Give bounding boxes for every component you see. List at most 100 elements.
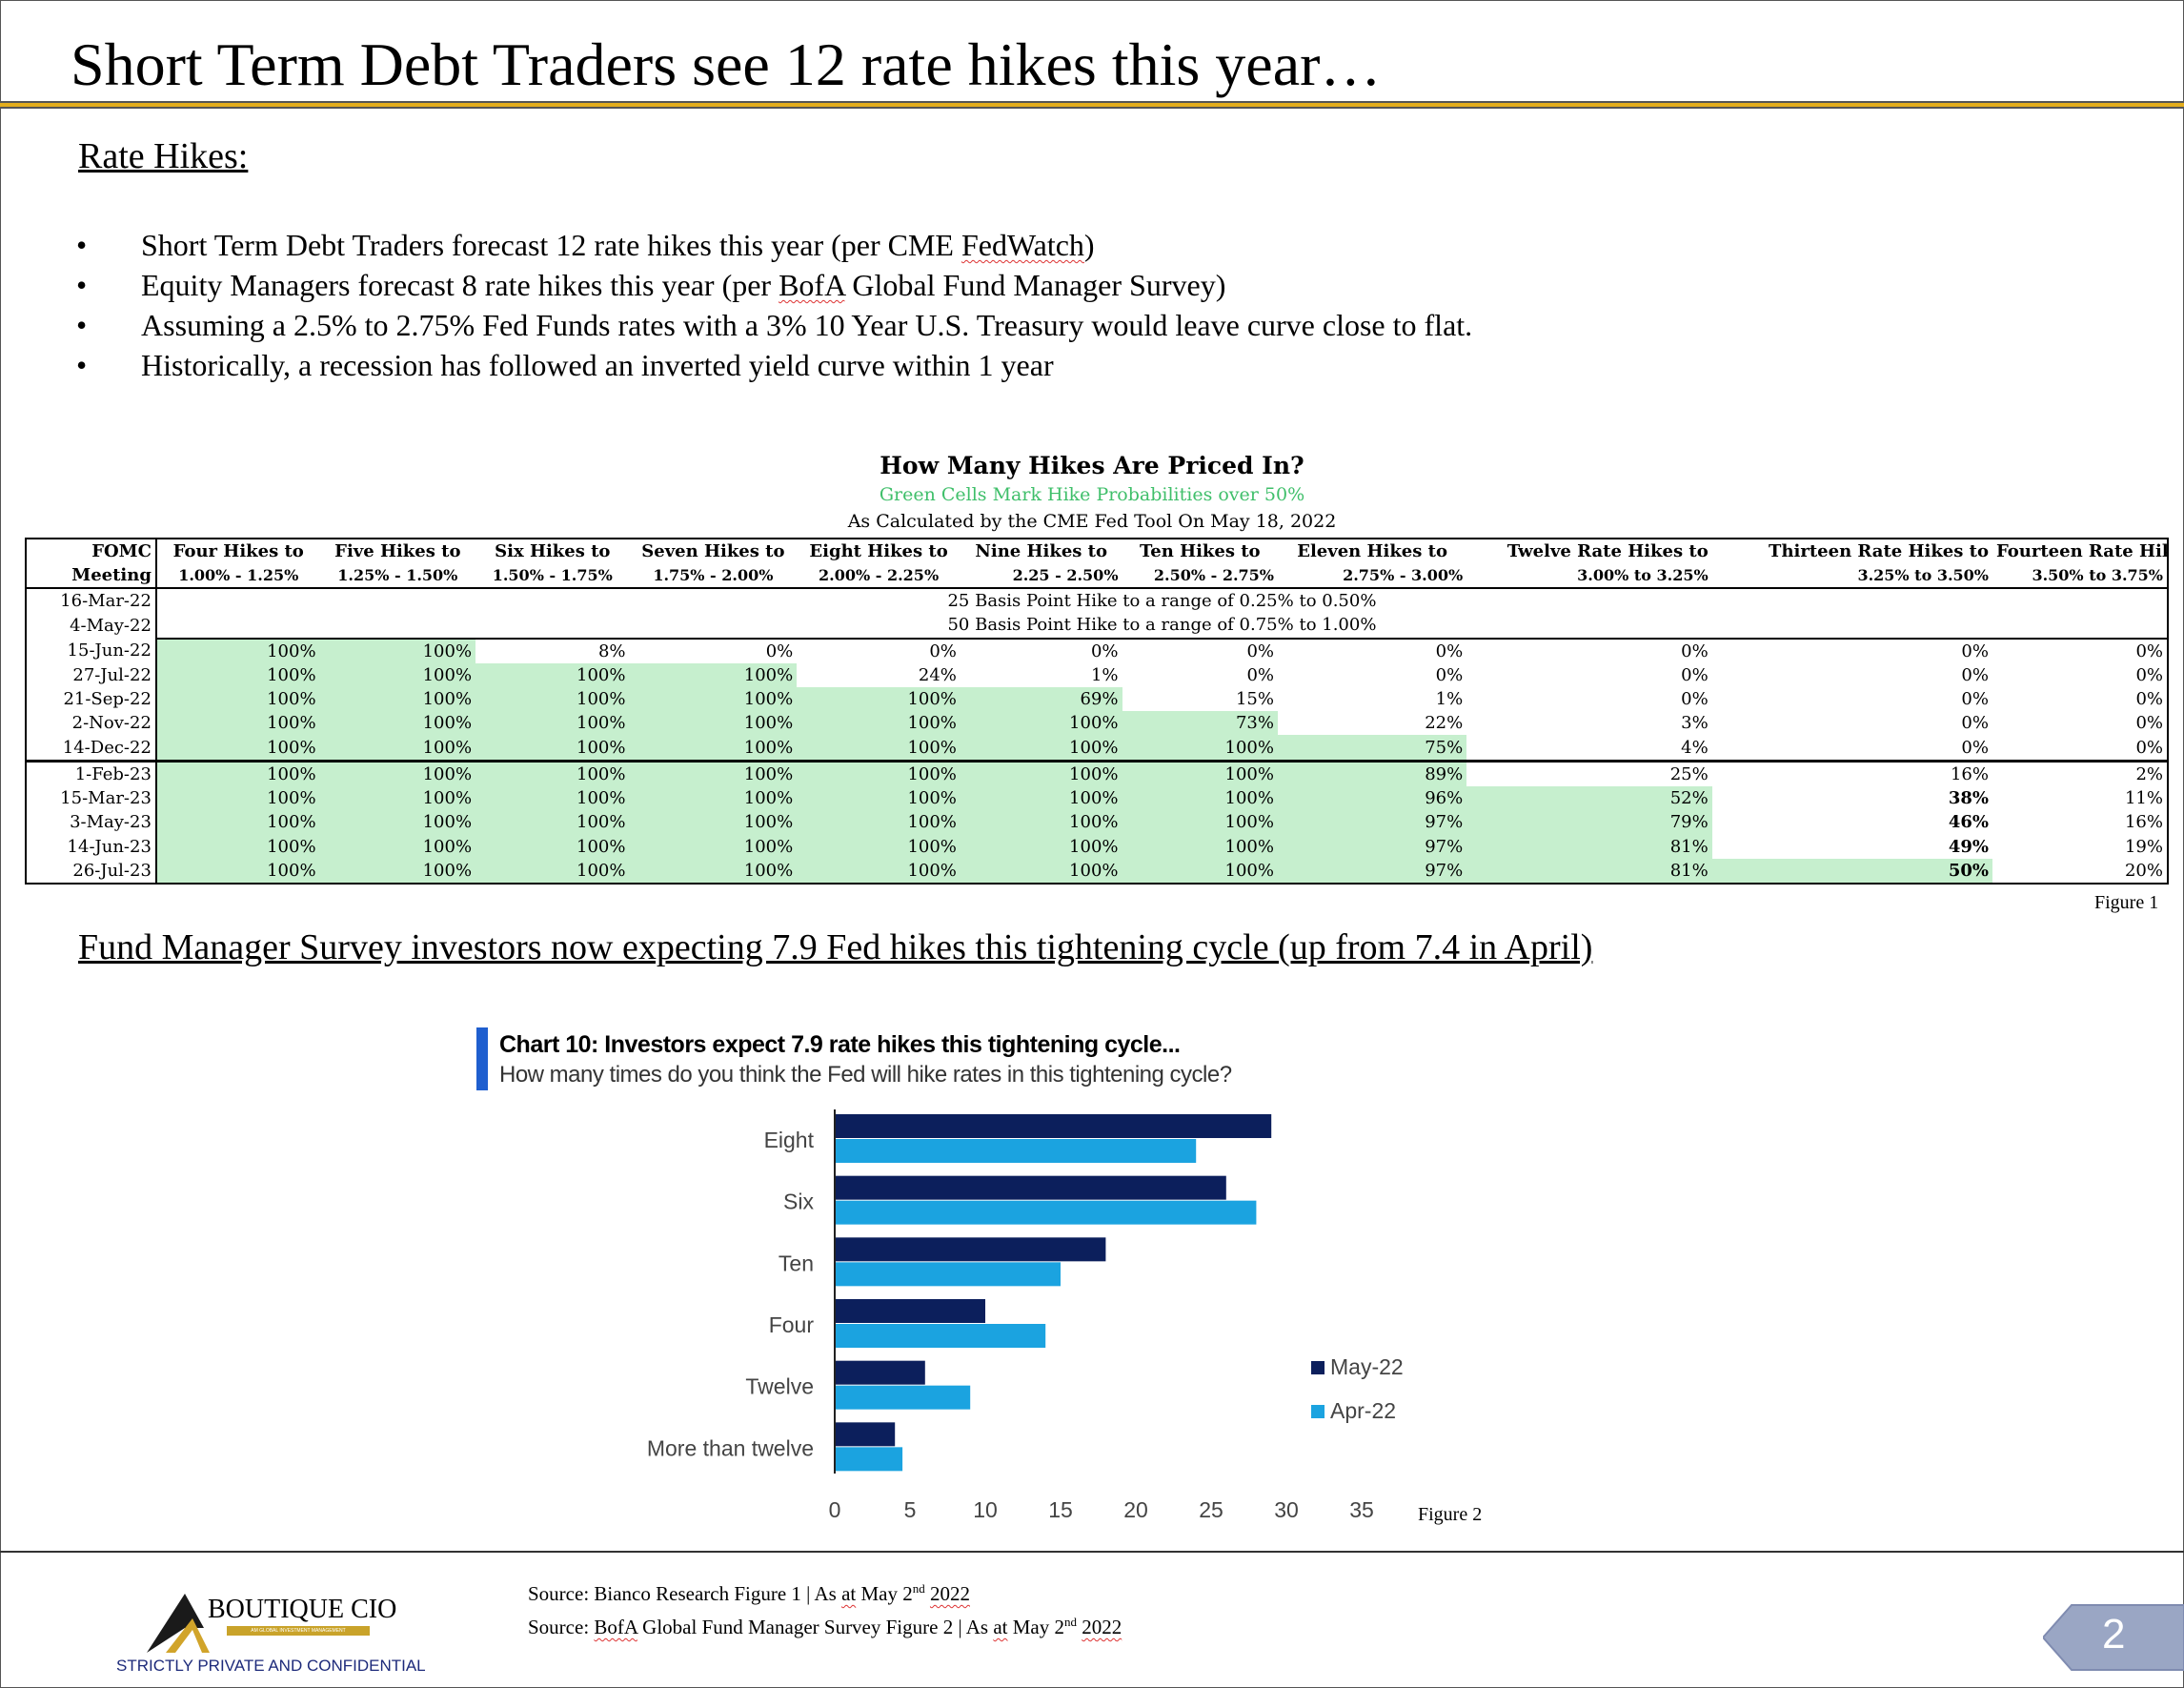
probability-cell: 100%	[155, 711, 320, 736]
probability-cell: 46%	[1948, 812, 1989, 833]
x-tick-label: 20	[1123, 1497, 1148, 1522]
probability-cell: 100%	[155, 785, 320, 811]
table-header-row: FOMC Four Hikes to Five Hikes to Six Hikes …	[25, 538, 2170, 563]
meeting-date: 3-May-23	[25, 810, 157, 835]
figure1-title: How Many Hikes Are Priced In?	[880, 452, 1304, 479]
bar-may-22	[835, 1422, 896, 1447]
category-label: Ten	[779, 1251, 814, 1275]
probability-cell: 100%	[1122, 834, 1278, 859]
probability-cell: 79%	[1466, 810, 1712, 835]
probability-cell: 100%	[155, 858, 320, 885]
bar-may-22	[835, 1114, 1272, 1138]
probability-cell: 100%	[475, 785, 630, 811]
probability-cell: 0%	[1246, 664, 1274, 685]
header-rate-range: 2.50% - 2.75%	[1122, 563, 1278, 589]
probability-cell: 0%	[1435, 641, 1464, 661]
probability-cell: 38%	[1948, 788, 1989, 809]
probability-cell: 52%	[1466, 785, 1712, 811]
meeting-date: 14-Dec-22	[25, 735, 157, 762]
meeting-date: 4-May-22	[25, 613, 157, 639]
header-rate-range: 2.00% - 2.25%	[797, 563, 961, 589]
probability-cell: 0%	[1435, 664, 1464, 685]
header-rate-range: 1.75% - 2.00%	[629, 563, 798, 589]
logo-tagline-strip: AM GLOBAL INVESTMENT MANAGEMENT	[227, 1626, 370, 1636]
meeting-date: 1-Feb-23	[25, 759, 157, 786]
probability-cell: 100%	[475, 686, 630, 712]
probability-cell: 100%	[475, 735, 630, 762]
page-number: 2	[2102, 1611, 2126, 1657]
probability-cell: 100%	[1122, 810, 1278, 835]
figure1-label: Figure 1	[2094, 892, 2159, 913]
bar-may-22	[835, 1237, 1106, 1262]
x-tick-label: 15	[1048, 1497, 1073, 1522]
meeting-date: 15-Mar-23	[25, 785, 157, 811]
meeting-outcome-note: 50 Basis Point Hike to a range of 0.75% …	[155, 613, 2170, 640]
header-hike-count: Ten Hikes to	[1122, 538, 1278, 563]
rate-hikes-heading: Rate Hikes:	[78, 136, 249, 176]
probability-cell: 100%	[319, 711, 476, 736]
meeting-row: 15-Jun-22 100% 100% 8% 0% 0% 0% 0% 0% 0% 0% 0%	[25, 638, 2170, 663]
bullet-item: • Historically, a recession has followed …	[76, 345, 1472, 385]
meeting-row: 15-Mar-23 100% 100% 100% 100% 100% 100% 100% 96%…	[25, 785, 2170, 811]
probability-cell: 1%	[1435, 689, 1464, 710]
probability-cell: 0%	[1090, 641, 1119, 661]
bar-apr-22	[835, 1324, 1046, 1348]
probability-cell: 100%	[475, 711, 630, 736]
probability-cell: 0%	[1992, 735, 2170, 762]
boutique-cio-logo-icon	[147, 1594, 210, 1653]
footer-divider	[0, 1551, 2184, 1553]
legend-swatch	[1311, 1405, 1325, 1418]
header-rate-range: 1.25% - 1.50%	[319, 563, 476, 589]
bullet-dot: •	[76, 268, 88, 302]
probability-cell: 100%	[960, 810, 1122, 835]
probability-cell: 0%	[1961, 689, 1989, 710]
probability-cell: 97%	[1278, 834, 1467, 859]
probability-cell: 22%	[1425, 713, 1464, 734]
meeting-date: 16-Mar-22	[25, 588, 157, 614]
probability-cell: 0%	[1681, 664, 1709, 685]
probability-cell: 0%	[1992, 711, 2170, 736]
logo-tagline: AM GLOBAL INVESTMENT MANAGEMENT	[251, 1628, 346, 1634]
probability-cell: 0%	[929, 641, 957, 661]
probability-cell: 0%	[1681, 641, 1709, 661]
probability-cell: 0%	[1961, 737, 1989, 758]
bar-apr-22	[835, 1262, 1061, 1287]
probability-cell: 100%	[629, 711, 798, 736]
figure1-subtitle: Green Cells Mark Hike Probabilities over…	[879, 484, 1305, 505]
probability-cell: 100%	[1122, 759, 1278, 786]
header-rate-range: 2.75% - 3.00%	[1278, 563, 1467, 589]
meeting-date: 27-Jul-22	[25, 662, 157, 687]
probability-cell: 0%	[1246, 641, 1274, 661]
probability-cell: 0%	[765, 641, 794, 661]
probability-cell: 73%	[1122, 711, 1278, 736]
meeting-date: 2-Nov-22	[25, 711, 157, 736]
probability-cell: 100%	[319, 785, 476, 811]
probability-cell: 100%	[797, 785, 961, 811]
probability-cell: 96%	[1278, 785, 1467, 811]
bar-apr-22	[835, 1200, 1257, 1225]
category-label: More than twelve	[647, 1435, 814, 1460]
past-meeting-row: 16-Mar-22 25 Basis Point Hike to a range …	[25, 588, 2170, 614]
x-tick-label: 10	[973, 1497, 998, 1522]
probability-cell: 100%	[960, 759, 1122, 786]
bullet-list: • Short Term Debt Traders forecast 12 rat…	[76, 225, 1472, 385]
probability-cell: 100%	[155, 735, 320, 762]
header-hike-count: Six Hikes to	[475, 538, 630, 563]
header-hike-count: Thirteen Rate Hikes to	[1711, 538, 1992, 563]
bullet-item: • Short Term Debt Traders forecast 12 rat…	[76, 225, 1472, 265]
probability-cell: 8%	[597, 641, 626, 661]
chart-subtitle: How many times do you think the Fed will…	[499, 1062, 1232, 1088]
probability-cell: 11%	[1992, 785, 2170, 811]
header-rate-range: 3.00% to 3.25%	[1466, 563, 1712, 589]
source-line-1: Source: Bianco Research Figure 1 | As at…	[528, 1581, 970, 1605]
meeting-row: 3-May-23 100% 100% 100% 100% 100% 100% 100% 97% 7…	[25, 810, 2170, 835]
probability-cell: 100%	[319, 662, 476, 687]
header-rate-range: 1.00% - 1.25%	[155, 563, 320, 589]
probability-cell: 4%	[1681, 737, 1709, 758]
fomc-probability-table: FOMC Four Hikes to Five Hikes to Six Hikes …	[25, 538, 2170, 885]
probability-cell: 100%	[475, 810, 630, 835]
header-rate-range: 3.50% to 3.75%	[1992, 563, 2170, 589]
probability-cell: 100%	[960, 834, 1122, 859]
probability-cell: 25%	[1466, 759, 1712, 786]
probability-cell: 0%	[1992, 686, 2170, 712]
